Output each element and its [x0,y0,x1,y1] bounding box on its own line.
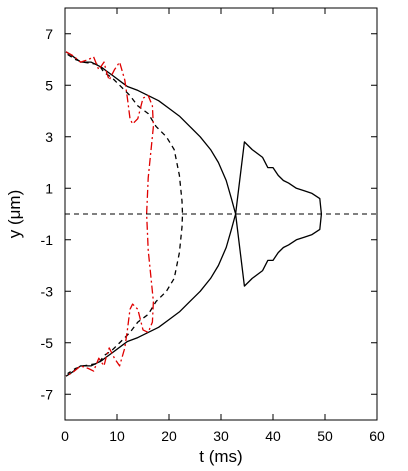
x-tick-label: 30 [213,428,229,444]
y-tick-label: -1 [41,232,54,248]
y-tick-label: 3 [45,129,53,145]
x-tick-label: 60 [369,428,385,444]
series-line-4 [65,51,155,377]
x-axis-label: t (ms) [199,447,242,466]
y-axis-label: y (μm) [5,190,24,239]
x-tick-label: 0 [61,428,69,444]
x-tick-label: 40 [265,428,281,444]
y-tick-label: -5 [41,335,54,351]
x-tick-label: 20 [161,428,177,444]
tick-layer: 0 10 20 30 40 50 60 -7 -5 -3 -1 1 3 5 7 [41,8,385,444]
y-tick-label: 7 [45,26,53,42]
y-tick-label: -7 [41,386,54,402]
y-tick-label: 1 [45,180,53,196]
x-tick-label: 50 [317,428,333,444]
x-tick-label: 10 [109,428,125,444]
y-tick-label: -3 [41,283,54,299]
y-tick-label: 5 [45,77,53,93]
